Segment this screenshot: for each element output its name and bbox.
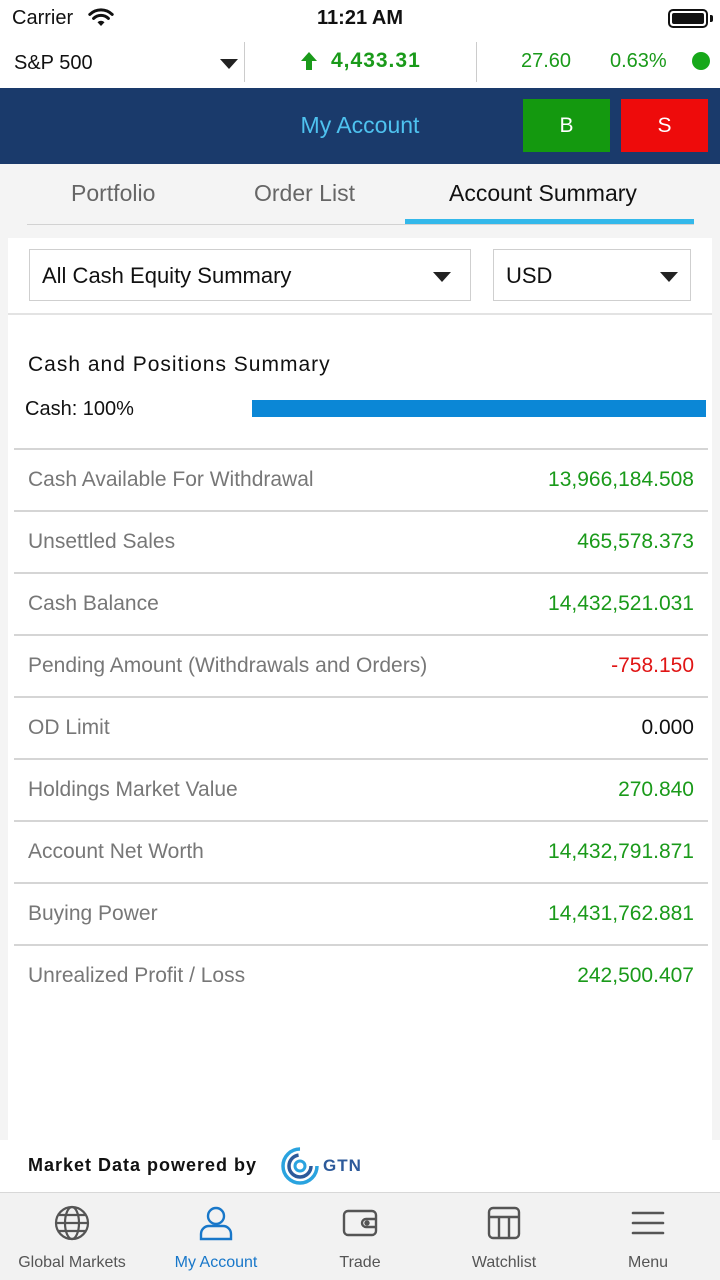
summary-row: Pending Amount (Withdrawals and Orders) -…	[14, 634, 708, 696]
index-value: 4,433.31	[331, 49, 421, 72]
wifi-icon	[88, 8, 114, 26]
arrow-up-icon	[301, 52, 317, 70]
nav-label: Watchlist	[471, 1254, 537, 1271]
summary-row-label: Cash Available For Withdrawal	[28, 468, 314, 491]
tab-account-summary[interactable]: Account Summary	[449, 180, 637, 206]
summary-row: Unsettled Sales 465,578.373	[14, 510, 708, 572]
index-dropdown-caret-icon[interactable]	[220, 59, 238, 69]
summary-row-value: 465,578.373	[577, 530, 694, 553]
summary-row-label: Holdings Market Value	[28, 778, 238, 801]
summary-row-label: Account Net Worth	[28, 840, 204, 863]
battery-tip	[710, 15, 713, 22]
summary-row-label: Unsettled Sales	[28, 530, 176, 553]
summary-row-value: 0.000	[641, 716, 694, 739]
summary-row-value: 14,431,762.881	[548, 902, 694, 925]
buy-button[interactable]: B	[523, 99, 610, 152]
summary-row-label: Cash Balance	[28, 592, 159, 615]
currency-select[interactable]: USD	[493, 249, 691, 301]
nav-watchlist[interactable]: Watchlist	[432, 1193, 576, 1280]
summary-row-label: OD Limit	[28, 716, 110, 739]
tab-baseline	[27, 224, 694, 225]
summary-row-value: 270.840	[618, 778, 694, 801]
summary-list: Cash Available For Withdrawal 13,966,184.…	[14, 448, 708, 1006]
index-name: S&P 500	[14, 52, 93, 74]
nav-label: My Account	[174, 1254, 258, 1271]
powered-by-label: Market Data powered by	[28, 1155, 258, 1175]
summary-type-select[interactable]: All Cash Equity Summary	[29, 249, 471, 301]
nav-trade[interactable]: Trade	[288, 1193, 432, 1280]
summary-row: Buying Power 14,431,762.881	[14, 882, 708, 944]
summary-row-label: Unrealized Profit / Loss	[28, 964, 246, 987]
watchlist-icon	[487, 1206, 521, 1240]
globe-icon	[54, 1205, 90, 1241]
wallet-icon	[342, 1209, 378, 1237]
person-icon	[199, 1206, 233, 1241]
summary-row: Cash Available For Withdrawal 13,966,184.…	[14, 448, 708, 510]
tab-portfolio[interactable]: Portfolio	[71, 180, 156, 206]
summary-row: Cash Balance 14,432,521.031	[14, 572, 708, 634]
index-change: 27.60	[521, 50, 572, 72]
menu-icon	[631, 1211, 665, 1235]
bottom-navigation: Global Markets My Account Trade	[0, 1192, 720, 1280]
cash-progress-bar	[252, 400, 706, 417]
ticker-divider	[244, 42, 245, 82]
nav-label: Menu	[627, 1254, 669, 1271]
status-bar: Carrier 11:21 AM	[0, 0, 720, 36]
gtn-brand-text: GTN	[323, 1156, 362, 1175]
section-title: Cash and Positions Summary	[28, 353, 331, 376]
index-ticker[interactable]: S&P 500 4,433.31 27.60 0.63%	[0, 36, 720, 88]
summary-row-value: -758.150	[611, 654, 694, 677]
summary-row-value: 13,966,184.508	[548, 468, 694, 491]
account-tabs: Portfolio Order List Account Summary	[0, 164, 720, 238]
nav-menu[interactable]: Menu	[576, 1193, 720, 1280]
market-data-footer: Market Data powered by GTN	[0, 1140, 720, 1192]
cash-percent-label: Cash: 100%	[25, 398, 134, 420]
app-header: My Account B S	[0, 88, 720, 164]
ticker-divider	[476, 42, 477, 82]
chevron-down-icon	[433, 272, 451, 282]
summary-row: Unrealized Profit / Loss 242,500.407	[14, 944, 708, 1006]
account-summary-card: All Cash Equity Summary USD Cash and Pos…	[8, 238, 712, 1140]
filter-divider	[8, 313, 712, 315]
nav-label: Trade	[339, 1254, 381, 1271]
chevron-down-icon	[660, 272, 678, 282]
gtn-logo-icon	[281, 1147, 319, 1185]
summary-row: Holdings Market Value 270.840	[14, 758, 708, 820]
summary-row: OD Limit 0.000	[14, 696, 708, 758]
summary-row: Account Net Worth 14,432,791.871	[14, 820, 708, 882]
carrier-label: Carrier	[12, 7, 74, 29]
active-tab-indicator	[405, 219, 694, 224]
summary-row-value: 14,432,791.871	[548, 840, 694, 863]
summary-type-value: All Cash Equity Summary	[42, 263, 292, 288]
currency-value: USD	[506, 263, 553, 288]
summary-row-value: 242,500.407	[577, 964, 694, 987]
tab-order-list[interactable]: Order List	[254, 180, 355, 206]
nav-label: Global Markets	[18, 1254, 126, 1271]
summary-row-value: 14,432,521.031	[548, 592, 694, 615]
market-status-dot-icon	[692, 52, 710, 70]
nav-my-account[interactable]: My Account	[144, 1193, 288, 1280]
summary-row-label: Pending Amount (Withdrawals and Orders)	[28, 654, 428, 677]
sell-button[interactable]: S	[621, 99, 708, 152]
nav-global-markets[interactable]: Global Markets	[0, 1193, 144, 1280]
status-time: 11:21 AM	[317, 7, 403, 29]
index-change-percent: 0.63%	[610, 50, 667, 72]
battery-icon	[668, 9, 708, 28]
summary-row-label: Buying Power	[28, 902, 158, 925]
page-title: My Account	[300, 112, 420, 138]
